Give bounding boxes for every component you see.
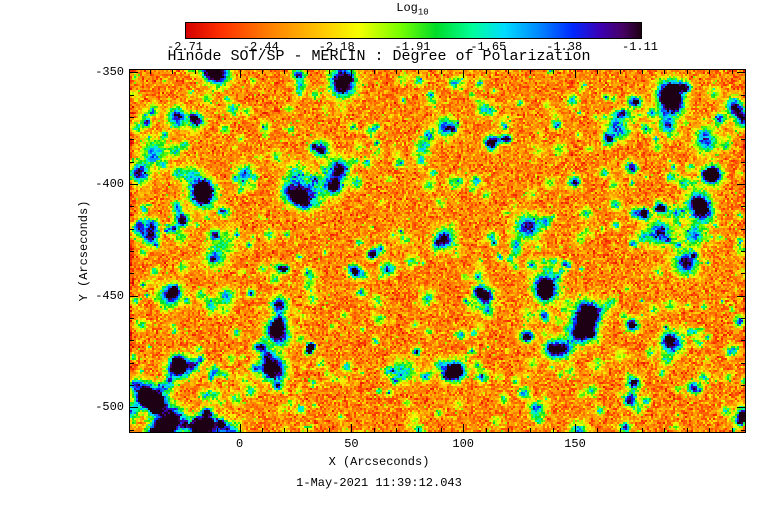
colorbar-title: Log10 [185, 1, 640, 17]
x-tick-label: 50 [344, 437, 359, 451]
colorbar-title-subscript: 10 [417, 7, 429, 18]
x-tick-label: 0 [235, 437, 244, 451]
timestamp-caption: 1-May-2021 11:39:12.043 [296, 476, 462, 490]
plot-frame [129, 69, 746, 433]
x-tick-label: 150 [564, 437, 586, 451]
y-tick-label: -350 [95, 65, 124, 80]
y-tick-label: -500 [95, 400, 124, 415]
y-tick-label: -400 [95, 176, 124, 191]
heatmap-image [130, 70, 745, 432]
colorbar-gradient [185, 22, 642, 39]
chart-title: Hinode SOT/SP - MERLIN : Degree of Polar… [167, 48, 591, 65]
x-tick-label: 100 [452, 437, 475, 451]
y-axis-label: Y (Arcseconds) [77, 200, 91, 302]
y-tick-label: -450 [95, 288, 124, 303]
x-axis-label: X (Arcseconds) [328, 455, 430, 469]
colorbar-title-text: Log [396, 1, 418, 15]
